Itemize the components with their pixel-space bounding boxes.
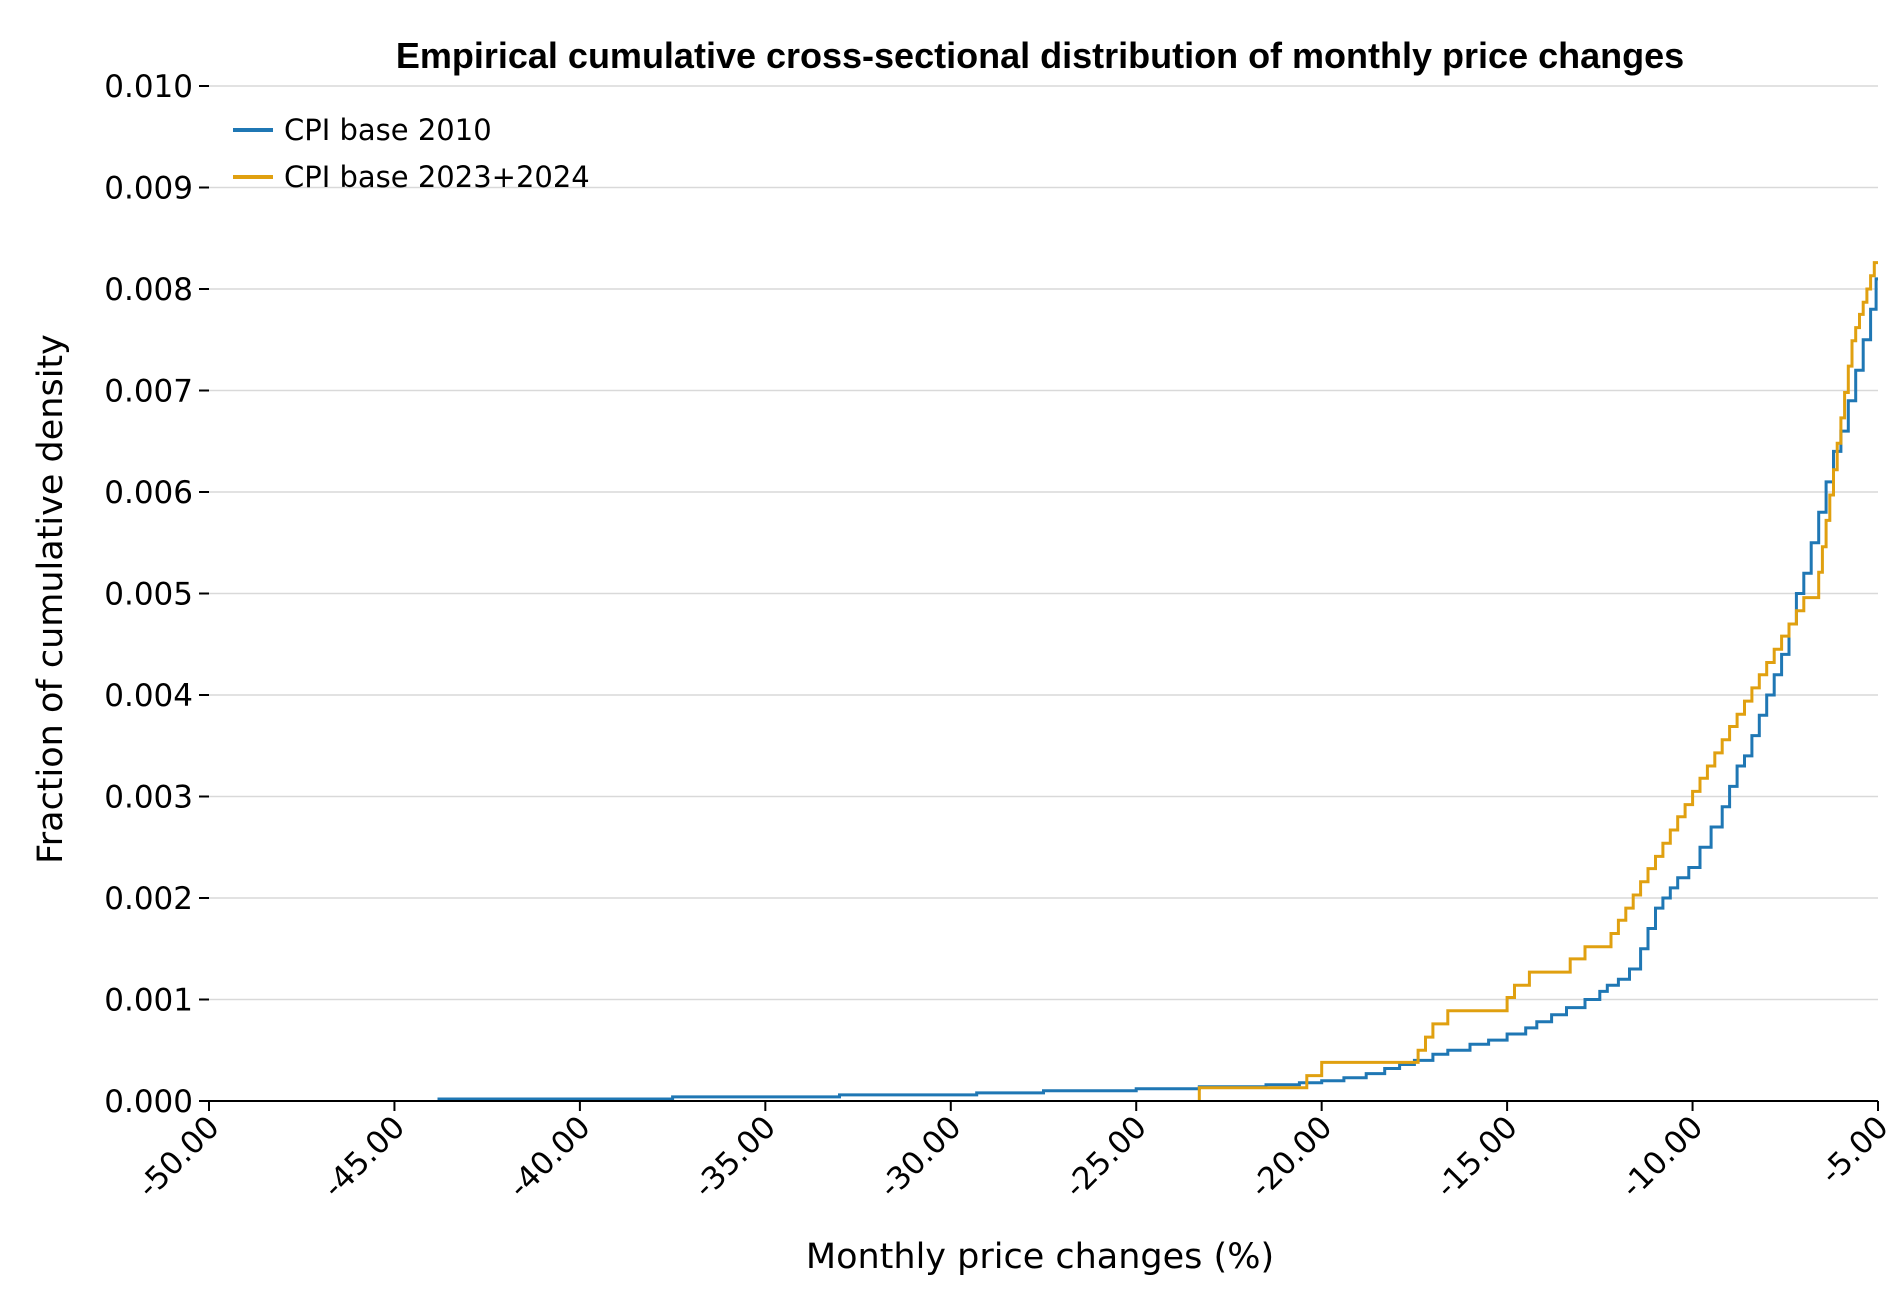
y-tick-label: 0.001 [104, 983, 193, 1019]
x-tick-label: -30.00 [872, 1109, 968, 1205]
y-tick-label: 0.005 [104, 577, 193, 613]
x-tick-label: -5.00 [1813, 1109, 1895, 1191]
x-tick-label: -20.00 [1243, 1109, 1339, 1205]
y-tick-label: 0.000 [104, 1084, 193, 1120]
y-tick-label: 0.009 [104, 171, 193, 207]
x-tick-label: -15.00 [1429, 1109, 1525, 1205]
series-line-cpi-2023-2024 [1197, 261, 1878, 1101]
x-tick-label: -35.00 [687, 1109, 783, 1205]
series-line-cpi-2010 [437, 277, 1878, 1101]
axes: 0.000 0.001 0.002 0.003 0.004 0.005 0.006 0.007… [104, 69, 1895, 1205]
y-tick-label: 0.002 [104, 881, 193, 917]
y-tick-label: 0.008 [104, 272, 193, 308]
y-tick-label: 0.004 [104, 678, 193, 714]
y-tick-label: 0.003 [104, 780, 193, 816]
y-tick-label: 0.007 [104, 374, 193, 410]
gridlines [209, 85, 1878, 1001]
x-tick-label: -10.00 [1614, 1109, 1710, 1205]
legend-label-cpi-2010: CPI base 2010 [284, 113, 492, 147]
legend-label-cpi-2023-2024: CPI base 2023+2024 [284, 160, 590, 194]
y-axis-label: Fraction of cumulative density [31, 334, 71, 864]
series-lines [437, 261, 1878, 1101]
legend: CPI base 2010 CPI base 2023+2024 [233, 113, 590, 194]
x-tick-label: -45.00 [316, 1109, 412, 1205]
y-tick-label: 0.010 [104, 69, 193, 105]
x-tick-label: -40.00 [501, 1109, 597, 1205]
x-axis-label: Monthly price changes (%) [806, 1237, 1274, 1277]
x-tick-label: -25.00 [1058, 1109, 1154, 1205]
y-tick-label: 0.006 [104, 475, 193, 511]
chart-title: Empirical cumulative cross-sectional dis… [396, 35, 1684, 76]
x-tick-label: -50.00 [131, 1109, 227, 1205]
